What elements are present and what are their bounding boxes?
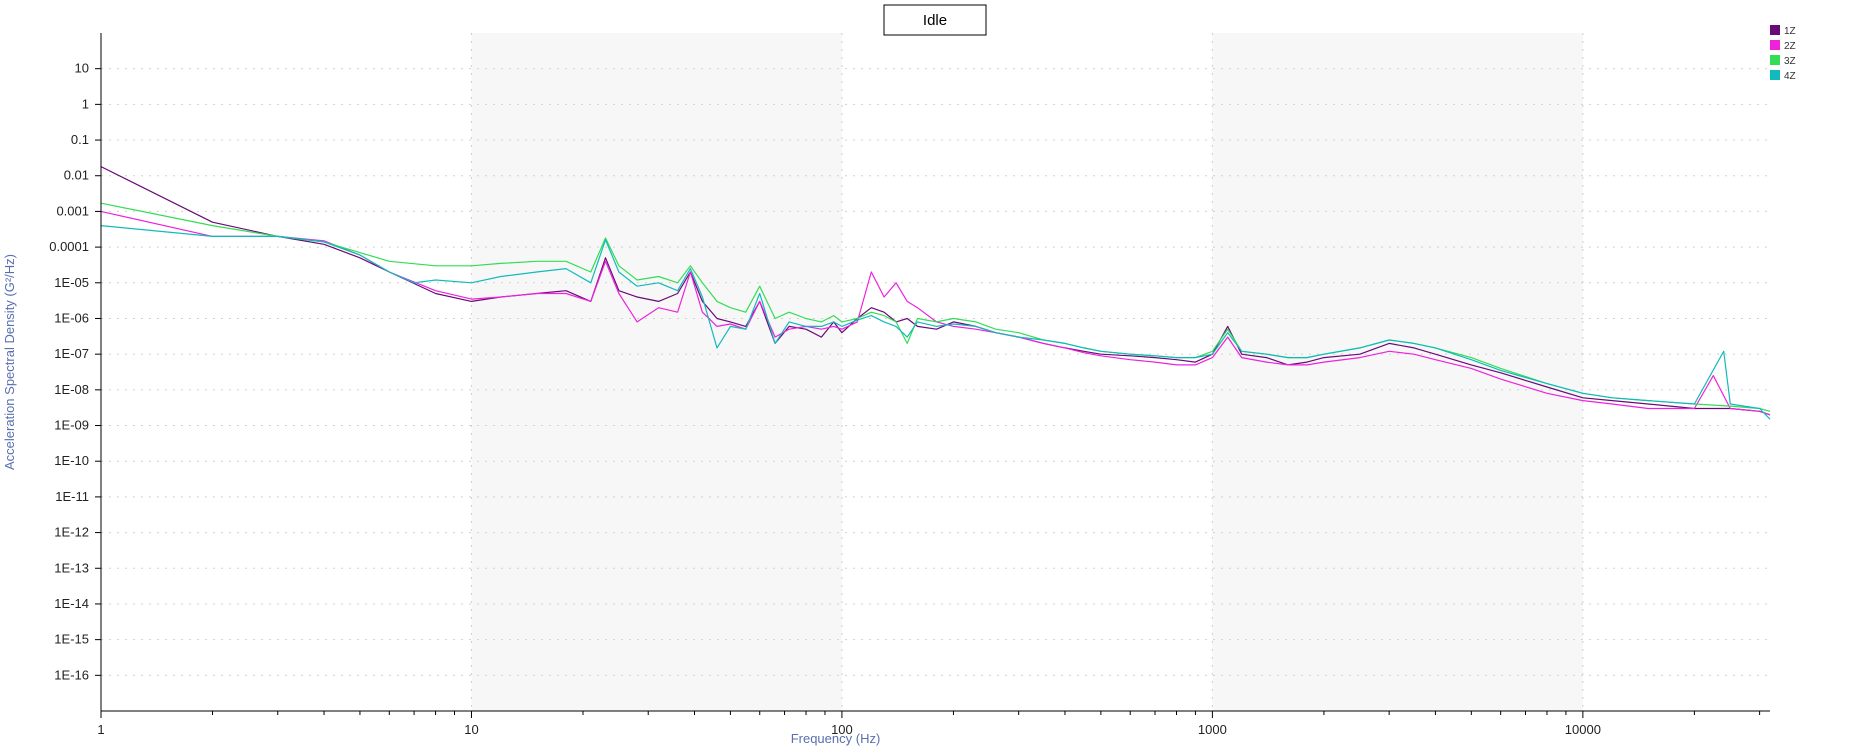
y-tick-label: 0.0001: [49, 239, 89, 254]
legend-label-2z: 2Z: [1784, 41, 1796, 52]
x-axis-title: Frequency (Hz): [791, 731, 881, 746]
y-tick-labels: 10 1 0.1 0.01 0.001 0.0001 1E-05 1E-06 1E-07 1E-0…: [49, 61, 89, 683]
y-tick-label: 1E-07: [54, 346, 89, 361]
y-tick-label: 1E-12: [54, 525, 89, 540]
y-tick-label: 1E-10: [54, 453, 89, 468]
y-tick-label: 1E-14: [54, 596, 89, 611]
x-tick-label: 10000: [1565, 722, 1601, 737]
series-line-2z: [100, 210, 1771, 416]
chart-title-frame: [883, 4, 987, 36]
x-tick-label: 1000: [1198, 722, 1227, 737]
legend-swatch-1z: [1770, 25, 1780, 35]
y-tick-label: 0.001: [56, 203, 89, 218]
shaded-band: [471, 33, 842, 711]
x-tick-label: 100: [831, 722, 853, 737]
x-tick-label: 1: [97, 722, 104, 737]
legend: 1Z 2Z 3Z 4Z: [1770, 25, 1796, 82]
y-tick-label: 1E-11: [55, 489, 89, 504]
y-tick-label: 0.01: [64, 168, 89, 183]
y-tick-label: 1E-09: [54, 418, 89, 433]
series-line-4z: [100, 225, 1771, 420]
legend-label-3z: 3Z: [1784, 56, 1796, 67]
legend-swatch-3z: [1770, 55, 1780, 65]
y-tick-label: 1: [82, 96, 89, 111]
y-tick-label: 1E-08: [54, 382, 89, 397]
axes: [95, 33, 1770, 718]
y-tick-label: 0.1: [71, 132, 89, 147]
x-tick-label: 10: [464, 722, 478, 737]
y-tick-label: 10: [75, 61, 89, 76]
series-layer: [100, 166, 1771, 420]
legend-label-1z: 1Z: [1784, 26, 1796, 37]
y-axis-title: Acceleration Spectral Density (G²/Hz): [2, 254, 17, 470]
grid-lines: [101, 33, 1770, 711]
chart-title: Idle: [923, 12, 947, 29]
shaded-band: [1212, 33, 1583, 711]
x-tick-labels: 1 10 100 1000 10000: [97, 722, 1601, 737]
legend-swatch-4z: [1770, 70, 1780, 80]
shaded-bands: [471, 33, 1583, 711]
legend-label-4z: 4Z: [1784, 71, 1796, 82]
legend-swatch-2z: [1770, 40, 1780, 50]
y-tick-label: 1E-15: [54, 632, 89, 647]
y-tick-label: 1E-05: [54, 275, 89, 290]
chart-title-box: Idle: [883, 4, 987, 36]
y-tick-label: 1E-13: [54, 560, 89, 575]
y-tick-label: 1E-16: [54, 667, 89, 682]
y-tick-label: 1E-06: [54, 310, 89, 325]
